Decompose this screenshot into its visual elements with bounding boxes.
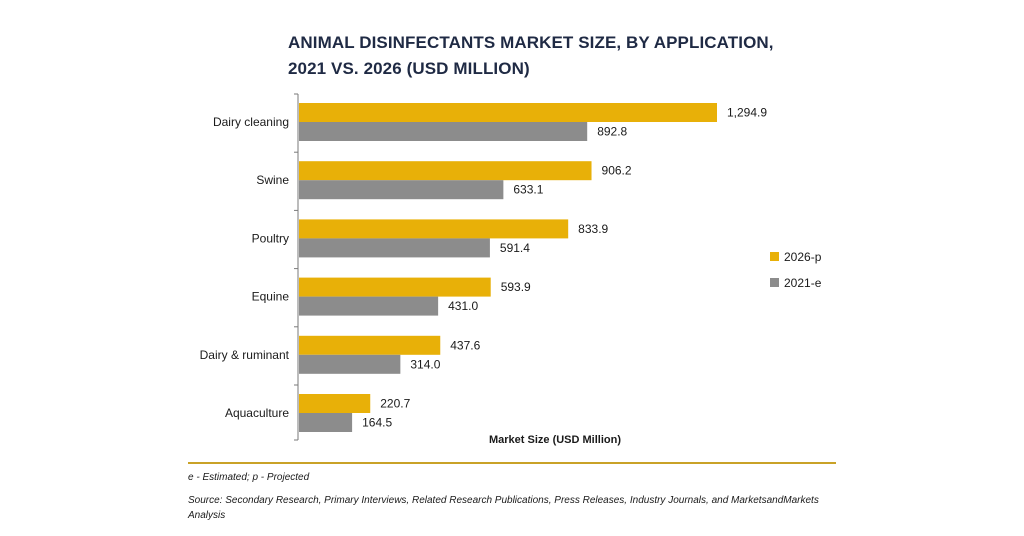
chart-title: ANIMAL DISINFECTANTS MARKET SIZE, BY APP… bbox=[288, 30, 848, 82]
source-note: Source: Secondary Research, Primary Inte… bbox=[188, 495, 819, 521]
bar-2026-p-dairy-ruminant bbox=[299, 335, 441, 355]
bar-2026-p-poultry bbox=[299, 219, 569, 239]
legend-swatch-2026-p bbox=[770, 252, 779, 261]
data-label-2026-p-poultry: 833.9 bbox=[578, 222, 608, 236]
footer-divider bbox=[188, 462, 836, 464]
legend-label-2021-e: 2021-e bbox=[784, 276, 822, 290]
category-label-swine: Swine bbox=[256, 173, 289, 187]
bar-2021-e-dairy-ruminant bbox=[299, 354, 401, 374]
data-label-2026-p-dairy-cleaning: 1,294.9 bbox=[727, 106, 767, 120]
legend-swatch-2021-e bbox=[770, 278, 779, 287]
bar-2026-p-dairy-cleaning bbox=[299, 103, 717, 122]
data-label-2026-p-aquaculture: 220.7 bbox=[380, 397, 410, 411]
data-label-2021-e-equine: 431.0 bbox=[448, 299, 478, 313]
category-label-dairy-ruminant: Dairy & ruminant bbox=[200, 348, 290, 362]
data-label-2026-p-swine: 906.2 bbox=[602, 164, 632, 178]
abbreviation-note: e - Estimated; p - Projected bbox=[188, 472, 310, 483]
bar-2021-e-equine bbox=[299, 296, 439, 316]
category-label-dairy-cleaning: Dairy cleaning bbox=[213, 115, 289, 129]
bar-2026-p-swine bbox=[299, 161, 592, 181]
data-label-2021-e-poultry: 591.4 bbox=[500, 241, 530, 255]
data-label-2026-p-dairy-ruminant: 437.6 bbox=[450, 338, 480, 352]
data-label-2021-e-dairy-cleaning: 892.8 bbox=[597, 125, 627, 139]
category-label-poultry: Poultry bbox=[252, 231, 289, 245]
category-label-aquaculture: Aquaculture bbox=[225, 406, 289, 420]
data-label-2026-p-equine: 593.9 bbox=[501, 280, 531, 294]
bar-2021-e-aquaculture bbox=[299, 413, 353, 432]
category-label-equine: Equine bbox=[252, 290, 290, 304]
data-label-2021-e-aquaculture: 164.5 bbox=[362, 416, 392, 430]
data-label-2021-e-dairy-ruminant: 314.0 bbox=[410, 357, 440, 371]
bar-2021-e-swine bbox=[299, 180, 504, 200]
legend-label-2026-p: 2026-p bbox=[784, 250, 822, 264]
chart-title-line-2: 2021 VS. 2026 (USD MILLION) bbox=[288, 59, 530, 78]
bar-2026-p-equine bbox=[299, 277, 491, 297]
x-axis-title: Market Size (USD Million) bbox=[489, 434, 621, 446]
bar-2026-p-aquaculture bbox=[299, 394, 371, 413]
bar-2021-e-dairy-cleaning bbox=[299, 122, 588, 141]
data-label-2021-e-swine: 633.1 bbox=[513, 183, 543, 197]
bar-2021-e-poultry bbox=[299, 238, 490, 258]
chart-title-line-1: ANIMAL DISINFECTANTS MARKET SIZE, BY APP… bbox=[288, 33, 774, 52]
